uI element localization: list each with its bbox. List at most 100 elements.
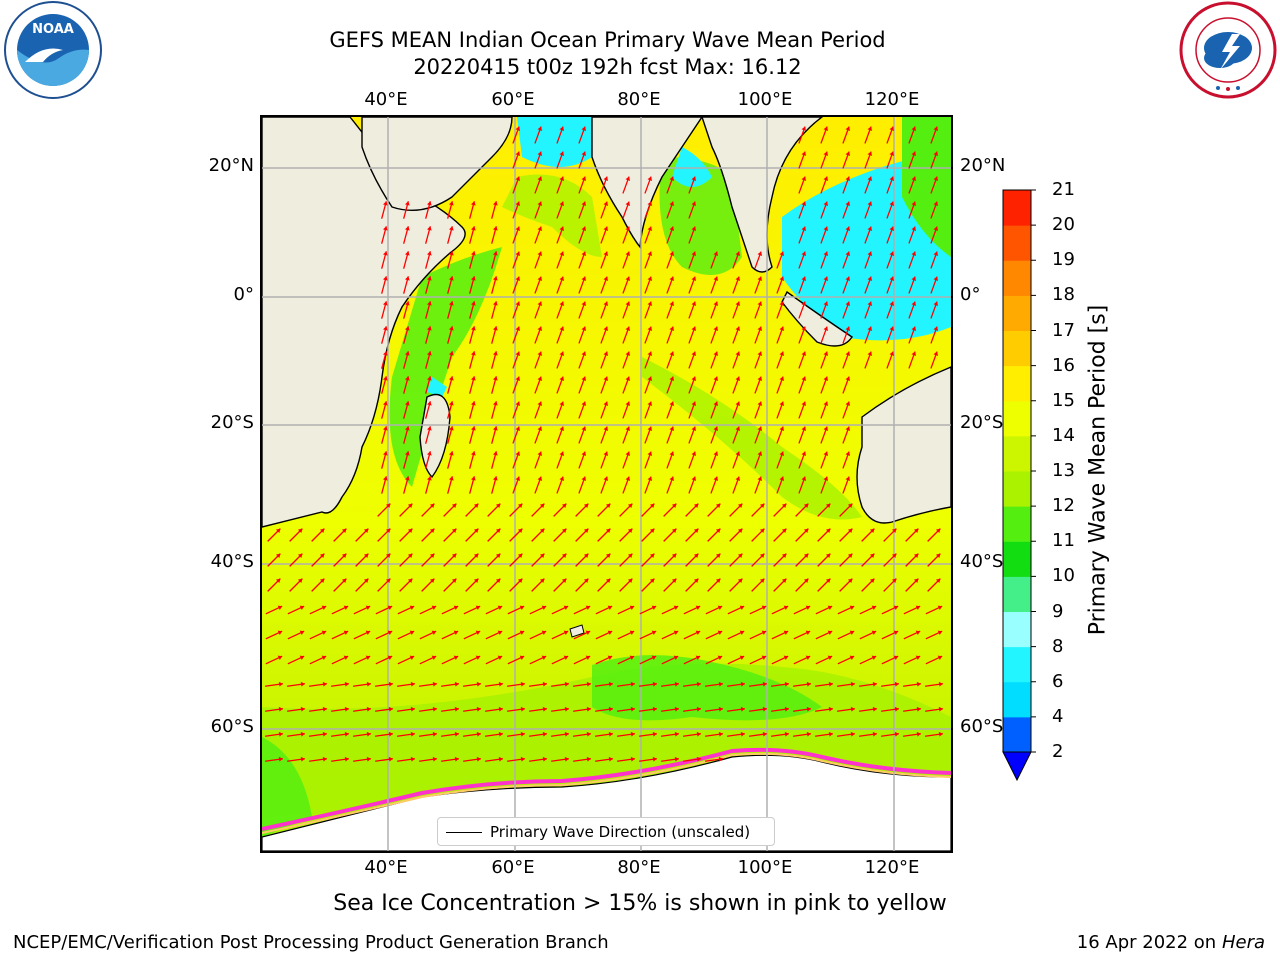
wave-direction-arrowhead: [608, 706, 613, 712]
wave-direction-arrowhead: [872, 681, 877, 687]
wave-direction-arrowhead: [605, 578, 611, 584]
wave-direction-arrowhead: [299, 605, 305, 610]
wave-direction-arrowhead: [383, 226, 388, 231]
wave-direction-arrowhead: [429, 503, 435, 509]
wave-direction-arrowhead: [471, 276, 476, 281]
wave-direction-arrowhead: [427, 351, 432, 356]
wave-direction-arrowhead: [933, 326, 939, 331]
wave-direction-arrowhead: [893, 630, 899, 635]
wave-direction-arrowhead: [564, 681, 569, 687]
wave-direction-arrowhead: [366, 681, 371, 687]
wave-direction-arrowhead: [383, 476, 388, 481]
wave-direction-arrowhead: [603, 476, 609, 481]
wave-direction-arrowhead: [823, 226, 829, 231]
wave-direction-arrowhead: [827, 630, 833, 635]
wave-direction-arrowhead: [669, 451, 675, 456]
wave-direction-arrowhead: [691, 251, 697, 256]
wave-direction-arrowhead: [801, 176, 807, 181]
nws-logo: [1178, 0, 1278, 104]
wave-direction-arrowhead: [713, 476, 719, 481]
wave-direction-arrowhead: [867, 201, 873, 206]
wave-direction-arrowhead: [911, 351, 917, 356]
lon-label-top: 80°E: [617, 89, 661, 110]
colorbar-swatch: [1003, 295, 1031, 331]
wave-direction-arrowhead: [344, 756, 349, 762]
wave-direction-arrowhead: [495, 503, 501, 509]
wave-direction-arrowhead: [915, 630, 921, 635]
wave-direction-arrowhead: [779, 401, 785, 406]
wave-direction-arrowhead: [537, 451, 543, 456]
wave-direction-arrowhead: [603, 276, 609, 281]
wave-direction-arrowhead: [893, 605, 899, 610]
lat-label-right: 20°S: [960, 412, 1004, 433]
wave-direction-arrowhead: [405, 476, 410, 481]
wave-direction-arrowhead: [385, 553, 391, 559]
wave-direction-arrowhead: [515, 301, 521, 306]
legend-line-sample: [446, 832, 482, 833]
footer-date: 16 Apr 2022 on Hera: [1077, 932, 1265, 953]
wave-direction-arrowhead: [520, 681, 525, 687]
wave-direction-arrowhead: [651, 630, 657, 635]
wave-direction-arrowhead: [849, 605, 855, 610]
wave-direction-arrowhead: [366, 731, 371, 737]
wave-direction-arrowhead: [850, 731, 855, 737]
wave-direction-arrowhead: [691, 226, 697, 231]
wave-direction-arrowhead: [605, 503, 611, 509]
wave-direction-arrowhead: [366, 756, 371, 762]
wave-direction-arrowhead: [671, 553, 677, 559]
wave-direction-arrowhead: [453, 655, 459, 660]
wave-direction-arrowhead: [586, 681, 591, 687]
wave-direction-arrowhead: [823, 401, 829, 406]
wave-direction-arrowhead: [889, 301, 895, 306]
wave-direction-arrowhead: [365, 655, 371, 660]
wave-direction-arrowhead: [405, 276, 410, 281]
wave-direction-arrowhead: [405, 201, 410, 206]
wave-direction-arrowhead: [454, 681, 459, 687]
wave-direction-arrowhead: [581, 176, 587, 181]
wave-direction-arrowhead: [696, 681, 701, 687]
wave-direction-arrowhead: [405, 426, 410, 431]
wave-direction-arrowhead: [427, 451, 432, 456]
wave-direction-arrowhead: [761, 630, 767, 635]
wave-direction-arrowhead: [825, 503, 831, 509]
wave-direction-arrowhead: [453, 605, 459, 610]
wave-direction-arrowhead: [454, 756, 459, 762]
colorbar-tick-label: 13: [1052, 460, 1075, 481]
wave-direction-arrowhead: [762, 706, 767, 712]
wave-direction-arrowhead: [740, 681, 745, 687]
wave-direction-arrowhead: [449, 351, 454, 356]
wave-direction-arrowhead: [891, 528, 897, 534]
wave-direction-arrowhead: [651, 655, 657, 660]
colorbar-swatch: [1003, 190, 1031, 226]
wave-direction-arrowhead: [801, 451, 807, 456]
wave-direction-arrowhead: [806, 681, 811, 687]
wave-direction-arrowhead: [850, 681, 855, 687]
wave-direction-arrowhead: [407, 503, 413, 509]
wave-direction-arrowhead: [297, 578, 303, 584]
wave-direction-arrowhead: [625, 176, 631, 181]
wave-direction-arrowhead: [759, 553, 765, 559]
wave-direction-arrowhead: [911, 126, 917, 131]
wave-direction-arrowhead: [449, 226, 454, 231]
wave-direction-arrowhead: [669, 251, 675, 256]
colorbar-swatch: [1003, 400, 1031, 437]
wave-direction-arrowhead: [827, 655, 833, 660]
wave-direction-arrowhead: [647, 176, 653, 181]
chart-subtitle: 20220415 t00z 192h fcst Max: 16.12: [413, 55, 802, 79]
colorbar-swatch: [1003, 260, 1031, 296]
wave-direction-arrowhead: [427, 401, 432, 406]
wave-direction-arrowhead: [845, 176, 851, 181]
wave-direction-arrowhead: [693, 578, 699, 584]
wave-direction-arrowhead: [757, 326, 763, 331]
wave-direction-arrowhead: [713, 351, 719, 356]
wave-direction-arrowhead: [383, 426, 388, 431]
wave-direction-arrowhead: [603, 376, 609, 381]
wave-direction-arrowhead: [823, 251, 829, 256]
wave-direction-arrowhead: [497, 655, 503, 660]
wave-direction-arrowhead: [935, 578, 941, 584]
wave-direction-arrowhead: [559, 126, 565, 131]
wave-direction-arrowhead: [603, 326, 609, 331]
wave-direction-arrowhead: [845, 251, 851, 256]
wave-direction-arrowhead: [515, 201, 521, 206]
wave-direction-arrowhead: [581, 126, 587, 131]
